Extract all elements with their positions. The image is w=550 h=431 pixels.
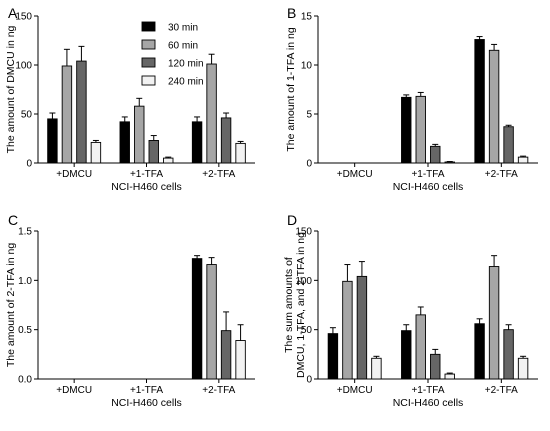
bar xyxy=(90,141,102,164)
y-tick-label: 1.0 xyxy=(18,276,32,287)
y-tick-label: 50 xyxy=(21,110,33,121)
legend-swatch xyxy=(141,57,156,68)
bar xyxy=(401,330,412,380)
y-tick-label: 150 xyxy=(15,12,32,23)
y-axis-label: The amount of DMCU in ng xyxy=(5,25,17,153)
y-axis-label: The amount of 2-TFA in ng xyxy=(5,243,17,367)
bar xyxy=(76,60,87,164)
bar xyxy=(474,39,485,164)
x-tick-label: +1-TFA xyxy=(130,385,163,396)
panel-letter: B xyxy=(287,5,296,21)
x-axis-label: NCI-H460 cells xyxy=(393,181,464,193)
bar xyxy=(220,330,232,380)
bar xyxy=(371,357,382,380)
bar xyxy=(191,258,203,380)
panel-D: D 0 50 100 150 +DMCU +1-TFA +2-TFA NCI-H460 cell… xyxy=(283,212,538,409)
bar xyxy=(163,157,174,164)
x-tick-label: +1-TFA xyxy=(411,385,444,396)
y-axis-label: The sum amounts ofDMCU, 1-TFA, and 2-TFA… xyxy=(283,232,307,378)
legend-label: 240 min xyxy=(168,77,204,88)
panel-C: C 0.0 0.5 1.0 1.5 +DMCU +1-TFA +2-TFA NCI-H460 c… xyxy=(5,212,255,409)
bar xyxy=(47,118,58,164)
bar xyxy=(517,156,529,164)
legend: 30 min 60 min 120 min 240 min xyxy=(141,21,204,88)
y-tick-label: 1.5 xyxy=(18,227,32,238)
bar xyxy=(444,161,455,164)
bar xyxy=(503,126,514,164)
x-axis-label: NCI-H460 cells xyxy=(111,181,182,193)
bar xyxy=(61,65,73,164)
y-tick-label: 0 xyxy=(306,159,312,170)
bar xyxy=(119,121,130,164)
x-tick-label: +2-TFA xyxy=(202,385,235,396)
bar xyxy=(444,373,455,380)
x-tick-label: +2-TFA xyxy=(202,169,235,180)
bar xyxy=(356,275,368,380)
y-tick-label: 150 xyxy=(295,227,312,238)
bar xyxy=(148,140,159,164)
x-tick-label: +DMCU xyxy=(337,385,373,396)
bar xyxy=(503,329,514,380)
legend-swatch xyxy=(141,39,156,50)
bar xyxy=(415,95,426,164)
bar xyxy=(401,96,412,164)
bar xyxy=(327,333,339,380)
bar xyxy=(517,357,529,380)
x-tick-label: +2-TFA xyxy=(485,169,518,180)
y-tick-label: 0 xyxy=(306,375,312,386)
y-tick-label: 15 xyxy=(301,12,313,23)
panel-A: A 0 50 100 150 +DMCU +1-TFA +2-TFA NCI-H460 cell… xyxy=(5,5,255,193)
bar xyxy=(488,49,500,164)
y-axis-label: The amount of 1-TFA in ng xyxy=(285,27,297,151)
y-tick-label: 10 xyxy=(301,61,313,72)
y-tick-label: 5 xyxy=(306,110,312,121)
x-tick-label: +DMCU xyxy=(56,385,92,396)
bar xyxy=(342,280,353,380)
x-tick-label: +1-TFA xyxy=(130,169,163,180)
panel-B: B 0 5 10 15 +DMCU +1-TFA +2-TFA NCI-H460 cells Th… xyxy=(285,5,538,193)
bar xyxy=(415,314,426,380)
panel-letter: C xyxy=(8,212,18,228)
y-tick-label: 0 xyxy=(26,159,32,170)
y-tick-label: 100 xyxy=(295,276,312,287)
legend-label: 120 min xyxy=(168,59,204,70)
x-tick-label: +DMCU xyxy=(337,169,373,180)
x-tick-label: +DMCU xyxy=(56,169,92,180)
legend-label: 60 min xyxy=(168,41,198,52)
bar xyxy=(220,117,232,164)
x-axis-label: NCI-H460 cells xyxy=(393,397,464,409)
bar xyxy=(235,340,246,380)
y-tick-label: 50 xyxy=(301,325,313,336)
bar xyxy=(134,105,145,164)
x-axis-label: NCI-H460 cells xyxy=(111,397,182,409)
panel-letter: A xyxy=(8,5,18,21)
bar xyxy=(191,121,203,164)
bar xyxy=(430,353,441,380)
bar xyxy=(235,142,246,164)
legend-label: 30 min xyxy=(168,23,198,34)
bar xyxy=(430,145,441,164)
bar xyxy=(488,266,500,380)
panel-letter: D xyxy=(287,212,297,228)
bar xyxy=(206,264,217,380)
y-tick-label: 0.0 xyxy=(18,375,32,386)
legend-swatch xyxy=(141,75,156,86)
bar xyxy=(474,323,485,380)
y-axis-label-line: The sum amounts of xyxy=(283,257,295,353)
bar xyxy=(206,63,217,164)
legend-swatch xyxy=(141,21,156,32)
x-tick-label: +1-TFA xyxy=(411,169,444,180)
y-tick-label: 0.5 xyxy=(18,325,32,336)
y-axis-label-line: DMCU, 1-TFA, and 2-TFA in ng xyxy=(295,232,307,378)
x-tick-label: +2-TFA xyxy=(485,385,518,396)
y-tick-label: 100 xyxy=(15,61,32,72)
